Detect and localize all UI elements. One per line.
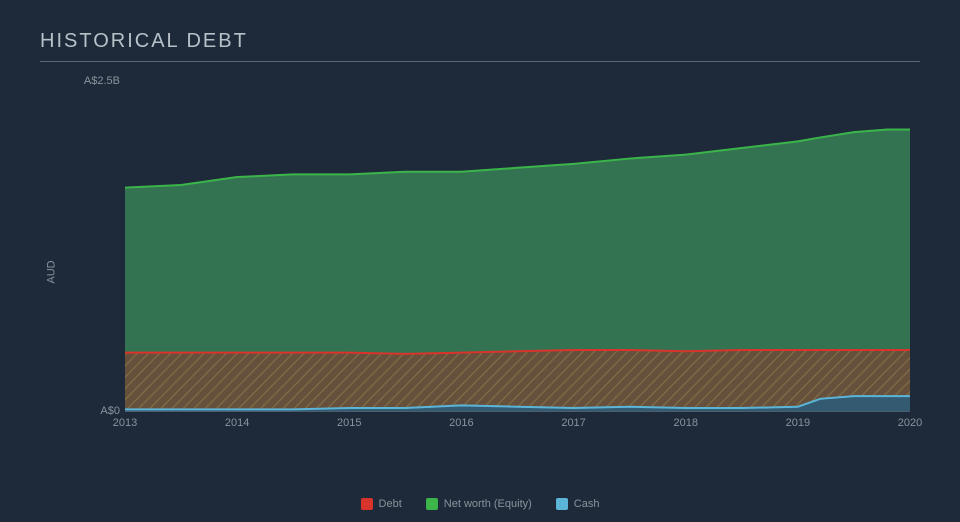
legend-item: Net worth (Equity) <box>426 498 532 510</box>
x-axis: 20132014201520162017201820192020 <box>125 417 910 437</box>
equity-area <box>125 130 910 354</box>
legend-label: Debt <box>379 498 402 510</box>
x-tick: 2020 <box>898 417 922 429</box>
chart-title: HISTORICAL DEBT <box>40 30 920 53</box>
legend-label: Net worth (Equity) <box>444 498 532 510</box>
legend-label: Cash <box>574 498 600 510</box>
y-tick: A$0 <box>70 405 120 417</box>
legend-item: Cash <box>556 498 600 510</box>
x-tick: 2017 <box>561 417 585 429</box>
legend-swatch <box>556 498 568 510</box>
x-tick: 2013 <box>113 417 137 429</box>
x-tick: 2016 <box>449 417 473 429</box>
legend: Debt Net worth (Equity) Cash <box>0 498 960 510</box>
legend-swatch <box>361 498 373 510</box>
x-tick: 2015 <box>337 417 361 429</box>
legend-item: Debt <box>361 498 402 510</box>
debt-area <box>125 350 910 409</box>
area-chart-svg <box>125 82 910 412</box>
y-tick: A$2.5B <box>70 75 120 87</box>
plot-region <box>125 82 910 412</box>
title-row: HISTORICAL DEBT <box>40 30 920 62</box>
chart-area: AUD A$0A$2.5B 20132014201520162017201820… <box>70 82 920 462</box>
x-tick: 2018 <box>673 417 697 429</box>
legend-swatch <box>426 498 438 510</box>
x-tick: 2019 <box>786 417 810 429</box>
x-tick: 2014 <box>225 417 249 429</box>
y-axis-label: AUD <box>46 260 58 283</box>
